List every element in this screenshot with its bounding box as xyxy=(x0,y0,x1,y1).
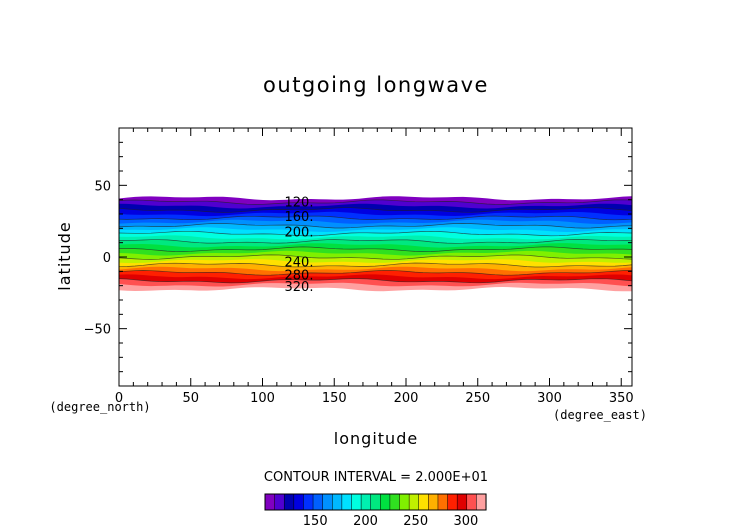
x-tick-label: 50 xyxy=(182,391,199,406)
x-tick-label: 300 xyxy=(537,391,562,406)
y-tick-label: −50 xyxy=(84,323,111,338)
contour-lines xyxy=(118,199,633,284)
colorbar-swatch xyxy=(322,493,333,511)
contour-band xyxy=(119,219,632,229)
colorbar-swatch xyxy=(360,493,372,511)
contour-band xyxy=(119,211,632,221)
x-tick-label: 250 xyxy=(465,391,490,406)
contour-band xyxy=(119,203,632,213)
y-axis-label: latitude xyxy=(55,221,74,290)
y-axis-unit: (degree_north) xyxy=(49,400,150,414)
colorbar-tick-label: 250 xyxy=(403,514,428,529)
contour-line xyxy=(118,254,632,260)
contour-label: 240. xyxy=(285,256,314,271)
contour-line xyxy=(118,207,633,213)
colorbar-swatch xyxy=(312,493,324,511)
contour-band xyxy=(119,250,632,260)
y-tick-label: 50 xyxy=(94,179,111,194)
x-tick-label: 150 xyxy=(322,391,347,406)
contour-band xyxy=(119,216,632,225)
y-axis: −50 0 50 xyxy=(84,141,632,373)
x-tick-label: 0 xyxy=(115,391,123,406)
colorbar-swatch xyxy=(476,493,487,511)
colorbar-swatch xyxy=(370,493,381,511)
contour-label: 280. xyxy=(285,269,314,284)
contour-line xyxy=(118,262,632,268)
x-axis-unit: (degree_east) xyxy=(553,408,647,422)
colorbar-tick-label: 300 xyxy=(453,514,478,529)
x-tick-label: 350 xyxy=(609,391,634,406)
colorbar-swatch xyxy=(456,493,468,511)
colorbar-swatch xyxy=(341,493,353,511)
contour-label: 160. xyxy=(285,210,314,225)
colorbar-swatch xyxy=(274,493,285,511)
contour-field xyxy=(119,196,632,292)
colorbar: 150 200 250 300 xyxy=(264,493,487,529)
colorbar-swatch xyxy=(264,493,276,511)
contour-line xyxy=(119,239,633,244)
colorbar-swatch xyxy=(447,493,458,511)
contour-band xyxy=(119,270,632,280)
colorbar-swatch xyxy=(408,493,420,511)
contour-band xyxy=(119,259,632,268)
x-axis-label: longitude xyxy=(334,429,418,448)
colorbar-tick-label: 150 xyxy=(303,514,328,529)
colorbar-swatch xyxy=(332,493,343,511)
contour-label: 120. xyxy=(285,196,314,211)
y-tick-label: 0 xyxy=(103,251,111,266)
contour-line xyxy=(118,270,632,276)
colorbar-swatch xyxy=(428,493,439,511)
colorbar-swatch xyxy=(380,493,391,511)
contour-interval-label: CONTOUR INTERVAL = 2.000E+01 xyxy=(264,470,488,485)
contour-band xyxy=(119,207,632,217)
colorbar-swatch xyxy=(418,493,429,511)
contour-band xyxy=(119,239,632,249)
colorbar-swatch xyxy=(351,493,362,511)
contour-band xyxy=(119,196,632,206)
colorbar-swatch xyxy=(283,493,295,511)
colorbar-frame xyxy=(264,493,487,511)
colorbar-swatch xyxy=(399,493,410,511)
contour-labels: 120.160.200. 240.280.320. xyxy=(285,196,314,296)
colorbar-swatch xyxy=(389,493,401,511)
contour-band xyxy=(119,282,632,292)
contour-band xyxy=(119,254,632,264)
contour-band xyxy=(119,235,632,244)
contour-label: 200. xyxy=(285,226,314,241)
chart-title: outgoing longwave xyxy=(263,73,489,97)
contour-band xyxy=(119,246,632,257)
contour-label: 320. xyxy=(285,280,314,295)
contour-line xyxy=(118,215,633,221)
contour-line xyxy=(118,278,633,284)
contour-line xyxy=(118,223,632,229)
contour-band xyxy=(119,263,632,272)
contour-band xyxy=(119,231,632,241)
contour-line xyxy=(118,199,633,205)
colorbar-swatch xyxy=(437,493,449,511)
x-tick-label: 100 xyxy=(250,391,275,406)
colorbar-swatch xyxy=(466,493,477,511)
colorbar-swatch xyxy=(303,493,314,511)
contour-line xyxy=(118,246,632,252)
colorbar-tick-label: 200 xyxy=(353,514,378,529)
contour-line xyxy=(118,230,632,237)
x-tick-label: 200 xyxy=(394,391,419,406)
colorbar-swatch xyxy=(293,493,304,511)
x-axis: 0 50 100 150 200 250 300 350 xyxy=(115,128,634,406)
